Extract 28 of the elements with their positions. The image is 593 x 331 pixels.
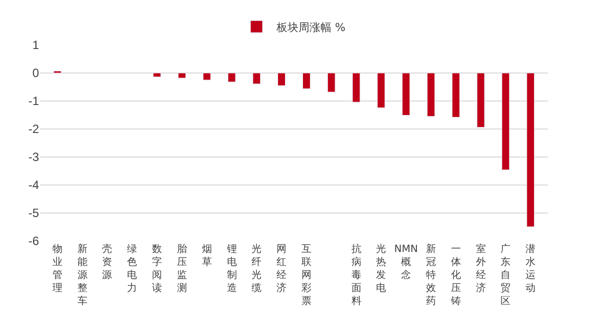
y-tick-label: 0	[32, 66, 40, 80]
y-tick-label: -1	[28, 94, 40, 108]
x-tick-label: 网红经济	[276, 244, 287, 294]
x-tick-label: 光热发电	[376, 243, 386, 294]
x-tick-label: 新能源整车	[77, 243, 88, 307]
y-tick-label: 1	[32, 38, 40, 52]
x-tick-label: 抗病毒面料	[351, 243, 362, 307]
x-tick-label: 潜水运动	[526, 243, 536, 294]
legend-label: 板块周涨幅 %	[276, 20, 346, 34]
x-tick-label: 锂电制造	[226, 244, 237, 294]
x-tick-label: 物业管理	[52, 244, 62, 294]
y-tick-label: -4	[28, 178, 40, 192]
x-tick-label: NMN概念	[394, 244, 418, 281]
x-tick-label: 互联网彩票	[301, 244, 312, 307]
x-tick-label: 绿色电力	[127, 244, 138, 294]
x-tick-label: 壳资源	[102, 243, 112, 281]
x-tick-label: 一体化压铸	[450, 244, 461, 307]
x-tick-label: 烟草	[202, 243, 212, 268]
y-tick-label: -2	[28, 122, 40, 136]
y-tick-label: -6	[28, 234, 40, 248]
x-tick-label: 广东自贸区	[500, 243, 511, 307]
x-tick-label: 光纤光缆	[252, 243, 262, 294]
y-tick-label: -3	[28, 150, 40, 164]
x-tick-label: 新冠特效药	[426, 243, 436, 307]
y-tick-label: -5	[28, 206, 40, 220]
x-tick-label: 室外经济	[476, 243, 486, 294]
x-tick-label: 胎压监测	[176, 243, 187, 294]
x-tick-label: 数字阅读	[152, 244, 162, 294]
